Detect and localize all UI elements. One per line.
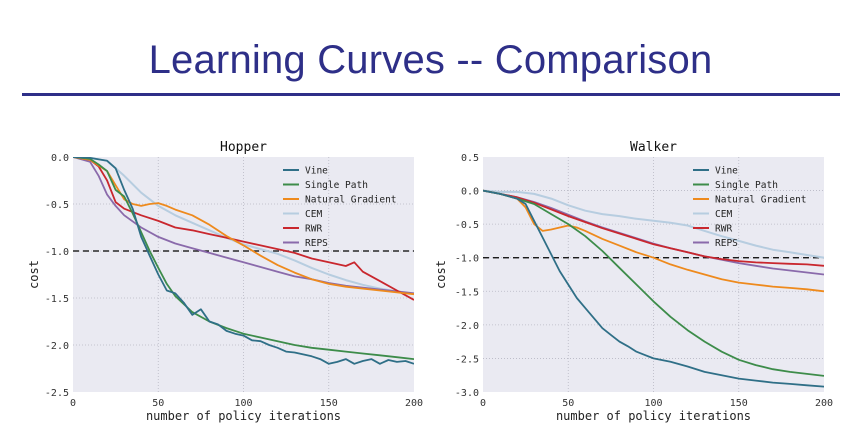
y-tick-label: -1.0: [455, 254, 479, 265]
slide-title: Learning Curves -- Comparison: [148, 38, 713, 82]
y-tick-label: -1.5: [455, 287, 479, 298]
legend-label: Natural Gradient: [305, 195, 397, 206]
y-axis-label: cost: [434, 260, 448, 289]
y-tick-label: 0.0: [51, 153, 69, 164]
legend-label: Vine: [715, 166, 738, 177]
series-line-vine: [483, 189, 824, 388]
y-axis-label: cost: [27, 260, 41, 289]
legend-label: Vine: [305, 166, 328, 177]
y-tick-label: -1.5: [45, 294, 69, 305]
y-tick-label: -2.5: [45, 388, 69, 399]
series-line-natural-gradient: [73, 157, 414, 296]
x-tick-label: 100: [234, 398, 252, 409]
y-tick-label: 0.5: [461, 153, 479, 164]
legend-label: RWR: [715, 224, 732, 235]
y-tick-label: -3.0: [455, 388, 479, 399]
hopper-chart: Hopper 0 50 100 150 200 0.0 -0.5 -1.0 -1.5 -2.0 -2.…: [27, 140, 423, 423]
x-tick-label: 150: [730, 398, 748, 409]
x-tick-label: 200: [815, 398, 833, 409]
y-tick-label: -0.5: [45, 200, 69, 211]
title-divider: [22, 93, 840, 96]
x-tick-label: 0: [70, 398, 76, 409]
legend-label: CEM: [715, 209, 732, 220]
legend-label: REPS: [715, 238, 738, 249]
x-tick-label: 150: [320, 398, 338, 409]
legend-label: Single Path: [715, 180, 778, 191]
x-tick-label: 50: [152, 398, 164, 409]
legend-label: Natural Gradient: [715, 195, 807, 206]
chart-title: Walker: [630, 140, 677, 155]
x-axis-label: number of policy iterations: [146, 409, 341, 423]
y-tick-label: 0.0: [461, 187, 479, 198]
y-tick-label: -2.0: [455, 321, 479, 332]
legend-label: Single Path: [305, 180, 368, 191]
y-tick-label: -0.5: [455, 220, 479, 231]
y-tick-label: -2.5: [455, 354, 479, 365]
x-axis-label: number of policy iterations: [556, 409, 751, 423]
series-line-cem: [483, 189, 824, 259]
chart-title: Hopper: [220, 140, 267, 155]
legend-label: CEM: [305, 209, 322, 220]
x-tick-label: 100: [644, 398, 662, 409]
series-line-single-path: [483, 189, 824, 377]
legend-label: REPS: [305, 238, 328, 249]
y-tick-label: -2.0: [45, 341, 69, 352]
series-line-natural-gradient: [483, 189, 824, 293]
y-tick-label: -1.0: [45, 247, 69, 258]
legend-label: RWR: [305, 224, 322, 235]
series-line-single-path: [73, 157, 414, 360]
series-line-rwr: [483, 189, 824, 267]
x-tick-label: 0: [480, 398, 486, 409]
x-tick-label: 50: [562, 398, 574, 409]
walker-chart: Walker 0 50 100 150 200 0.5 0.0 -0.5 -1.0 -1.5 -2.0…: [434, 140, 833, 423]
x-tick-label: 200: [405, 398, 423, 409]
series-line-vine: [73, 157, 414, 365]
